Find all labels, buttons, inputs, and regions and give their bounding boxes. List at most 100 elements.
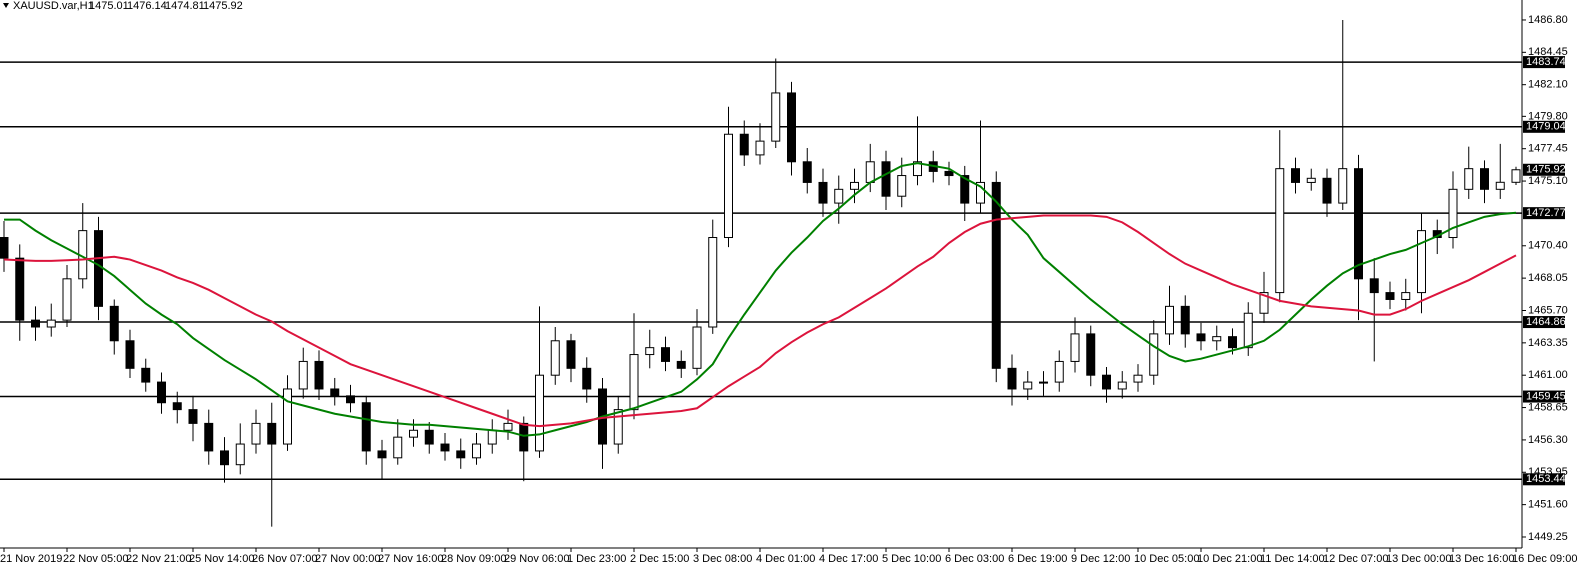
candle-body <box>802 161 812 183</box>
level-label-box <box>1523 120 1565 133</box>
x-tick-label: 2 Dec 15:00 <box>630 553 689 565</box>
level-label: 1479.04 <box>1526 121 1566 133</box>
candle-body <box>1243 312 1253 349</box>
candle-body <box>15 257 25 321</box>
x-tick-label: 6 Dec 19:00 <box>1008 553 1067 565</box>
candle-body <box>755 140 765 156</box>
y-tick-label: 1482.10 <box>1528 79 1568 91</box>
candle-body <box>692 326 702 369</box>
x-tick-label: 1 Dec 23:00 <box>567 553 626 565</box>
candle-body <box>1511 169 1521 183</box>
candle-body <box>960 175 970 204</box>
candle-body <box>1165 305 1174 335</box>
y-tick-label: 1465.70 <box>1528 304 1568 316</box>
y-tick-label: 1477.45 <box>1528 143 1568 155</box>
candle-body <box>1354 168 1363 280</box>
x-tick-label: 16 Dec 09:00 <box>1512 553 1577 565</box>
y-tick-label: 1475.10 <box>1528 175 1568 187</box>
candle-body <box>787 92 796 163</box>
x-tick-label: 22 Nov 05:00 <box>63 553 128 565</box>
candle-body <box>661 347 670 362</box>
current-price-box <box>1523 163 1565 176</box>
low-value: 1474.81 <box>165 0 205 12</box>
plot-area <box>0 19 1522 527</box>
candle-body <box>1480 168 1489 190</box>
y-tick-label: 1458.65 <box>1528 401 1568 413</box>
candle-body <box>1259 292 1269 314</box>
candle-body <box>409 429 418 438</box>
x-tick-label: 10 Dec 21:00 <box>1197 553 1262 565</box>
candle-body <box>1385 292 1395 300</box>
x-tick-label: 29 Nov 06:00 <box>504 553 569 565</box>
y-tick-label: 1456.30 <box>1528 434 1568 446</box>
menu-arrow[interactable] <box>3 3 9 8</box>
moving-average-line <box>4 162 1517 437</box>
candle-body <box>1070 333 1080 362</box>
candle-body <box>645 347 655 356</box>
candle-body <box>724 133 733 239</box>
candle-body <box>298 360 308 390</box>
y-tick-label: 1461.00 <box>1528 369 1568 381</box>
axes: 1486.80 1484.45 1482.10 1479.80 1477.45 1475.… <box>0 14 1577 565</box>
y-tick-label: 1451.60 <box>1528 499 1568 511</box>
candle-body <box>440 443 450 452</box>
x-tick-label: 10 Dec 05:00 <box>1134 553 1199 565</box>
candle-body <box>283 388 292 445</box>
candle-body <box>550 340 560 376</box>
candle-body <box>62 278 72 321</box>
candle-body <box>708 237 718 328</box>
candle-body <box>172 402 182 411</box>
candle-body <box>1306 177 1316 183</box>
level-label: 1459.45 <box>1526 390 1566 402</box>
level-label-box <box>1523 390 1565 403</box>
x-tick-label: 13 Dec 16:00 <box>1449 553 1514 565</box>
level-label: 1464.86 <box>1526 316 1566 328</box>
candle-body <box>1007 367 1017 390</box>
x-tick-label: 21 Nov 2019 <box>0 553 62 565</box>
candle-body <box>424 429 434 445</box>
candle-body <box>629 354 639 411</box>
symbol-title: XAUUSD.var,H1 <box>13 0 94 12</box>
candle-body <box>346 395 355 404</box>
candle-body <box>1133 374 1143 383</box>
candle-body <box>1495 181 1505 190</box>
close-value: 1475.92 <box>203 0 243 12</box>
candle-body <box>1102 374 1111 390</box>
candle-body <box>1117 381 1127 390</box>
candle-body <box>1180 305 1190 335</box>
moving-average-line <box>3 214 1517 428</box>
x-tick-label: 11 Dec 14:00 <box>1260 553 1325 565</box>
y-tick-label: 1470.40 <box>1528 240 1568 252</box>
candle-body <box>676 360 686 369</box>
candle-body <box>1228 336 1237 349</box>
chart-header: XAUUSD.var,H1 1475.01 1476.14 1474.81 14… <box>3 0 243 12</box>
candle-body <box>141 367 151 383</box>
candle-body <box>31 319 40 328</box>
candle-body <box>865 161 875 183</box>
x-tick-label: 27 Nov 00:00 <box>315 553 380 565</box>
candle-body <box>1054 360 1064 383</box>
candle-body <box>1338 168 1348 204</box>
level-label-box <box>1523 56 1565 69</box>
candle-body <box>881 161 891 197</box>
level-label: 1472.77 <box>1526 207 1566 219</box>
candle-body <box>944 170 954 177</box>
y-tick-label: 1479.80 <box>1528 110 1568 122</box>
y-tick-label: 1449.25 <box>1528 531 1568 543</box>
candle-body <box>976 181 985 204</box>
candle-body <box>456 450 466 459</box>
candle-body <box>739 133 749 156</box>
candle-body <box>109 305 119 342</box>
candle-body <box>535 374 544 452</box>
x-tick-label: 3 Dec 08:00 <box>693 553 752 565</box>
candle-body <box>1322 177 1332 204</box>
candle-body <box>220 450 229 466</box>
x-tick-label: 27 Nov 16:00 <box>378 553 443 565</box>
candle-body <box>1086 333 1096 376</box>
candle-body <box>1275 168 1285 294</box>
candle-body <box>1291 168 1300 183</box>
candle-body <box>377 450 387 459</box>
y-tick-label: 1463.35 <box>1528 337 1568 349</box>
candle-body <box>897 175 907 197</box>
